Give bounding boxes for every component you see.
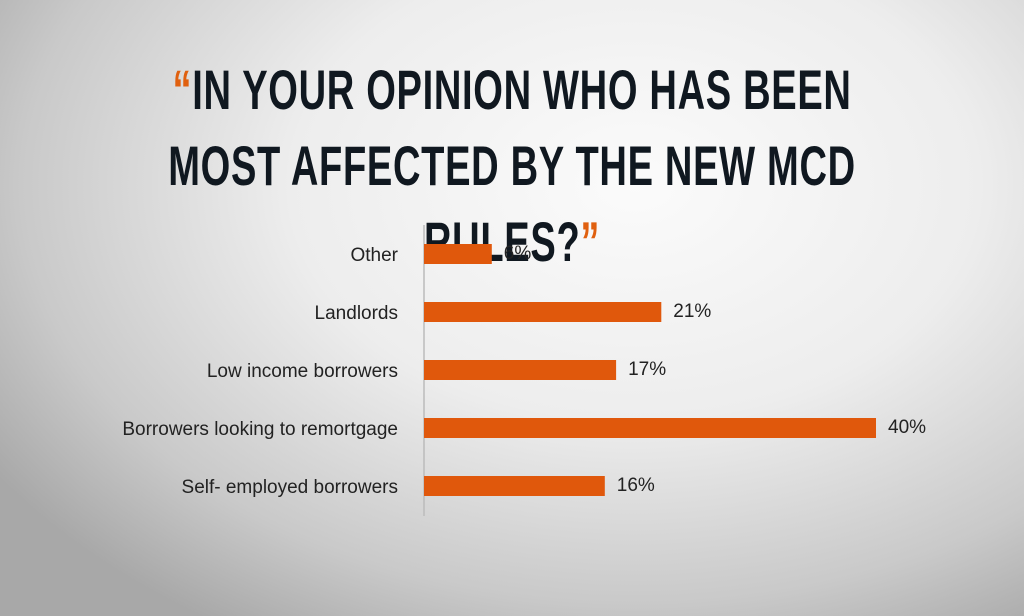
chart-title: “IN YOUR OPINION WHO HAS BEEN MOST AFFEC… <box>152 52 873 280</box>
title-block: “IN YOUR OPINION WHO HAS BEEN MOST AFFEC… <box>0 52 1024 280</box>
category-label: Other <box>350 245 398 266</box>
value-label: 40% <box>888 417 926 438</box>
category-label: Borrowers looking to remortgage <box>122 419 398 440</box>
bar <box>424 418 876 438</box>
title-text: IN YOUR OPINION WHO HAS BEEN MOST AFFECT… <box>168 58 856 273</box>
bar <box>424 476 605 496</box>
category-label: Low income borrowers <box>207 361 398 382</box>
category-label: Landlords <box>315 303 398 324</box>
value-label: 21% <box>673 301 711 322</box>
close-quote: ” <box>580 210 601 273</box>
bar <box>424 302 662 322</box>
category-label: Self- employed borrowers <box>182 477 398 498</box>
value-label: 6% <box>504 243 532 264</box>
open-quote: “ <box>172 58 193 121</box>
bar <box>424 360 617 380</box>
value-label: 16% <box>617 475 655 496</box>
value-label: 17% <box>628 359 666 380</box>
bar <box>424 244 492 264</box>
